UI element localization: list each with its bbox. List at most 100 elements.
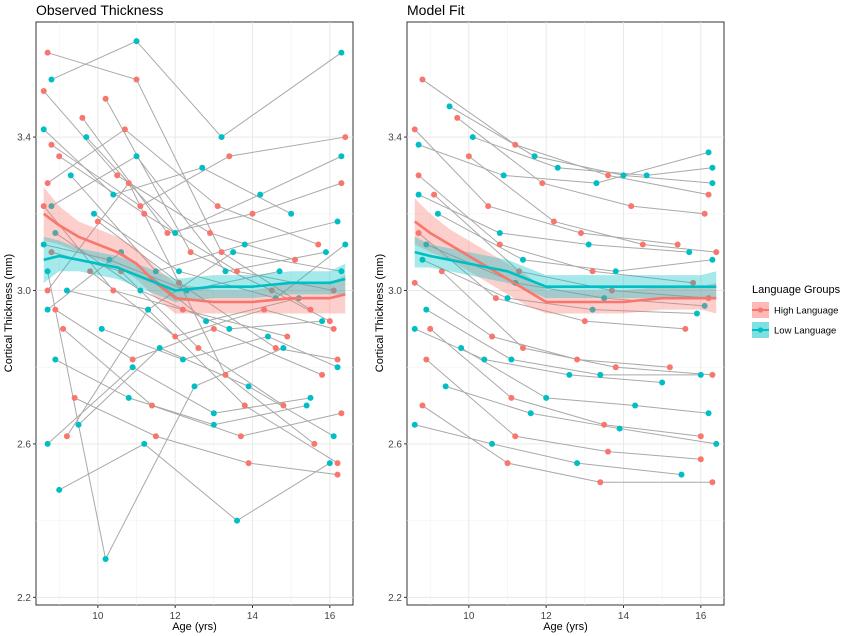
data-point (616, 425, 623, 432)
data-point (415, 191, 422, 198)
subject-trajectory (81, 117, 342, 234)
subject-trajectory (43, 129, 292, 215)
data-point (639, 241, 646, 248)
data-point (241, 402, 248, 409)
subject-trajectory (51, 136, 346, 207)
subject-trajectory (422, 405, 713, 483)
data-point (326, 460, 333, 467)
data-point (218, 249, 225, 256)
data-point (423, 241, 430, 248)
data-point (315, 241, 322, 248)
subject-trajectory (426, 359, 701, 460)
data-point (427, 325, 434, 332)
x-tick-label: 16 (695, 611, 707, 622)
data-point (415, 141, 422, 148)
data-point (334, 471, 341, 478)
data-point (620, 172, 627, 179)
data-point (709, 256, 716, 263)
y-tick-label: 2.2 (388, 593, 402, 604)
subject-trajectory (47, 128, 319, 245)
data-point (245, 383, 252, 390)
subject-trajectory (101, 328, 338, 368)
data-point (214, 203, 221, 210)
data-point (574, 460, 581, 467)
subject-trajectory (433, 194, 709, 299)
subject-trajectory (51, 40, 342, 138)
x-tick-label: 12 (170, 611, 182, 622)
subject-trajectory (414, 328, 663, 384)
data-point (585, 241, 592, 248)
data-point (110, 287, 117, 294)
data-point (701, 210, 708, 217)
data-point (519, 256, 526, 263)
data-point (489, 333, 496, 340)
data-point (106, 256, 113, 263)
subject-trajectory (47, 182, 315, 445)
subject-trajectory (429, 328, 701, 437)
data-point (519, 345, 526, 352)
data-point (512, 141, 519, 148)
data-point (489, 440, 496, 447)
data-point (690, 279, 697, 286)
data-point (597, 371, 604, 378)
data-point (203, 318, 210, 325)
data-point (129, 364, 136, 371)
data-point (176, 268, 183, 275)
data-point (292, 256, 299, 263)
legend-item-low-language: Low Language (752, 322, 836, 338)
data-point (597, 479, 604, 486)
data-point (210, 421, 217, 428)
y-tick-label: 3.4 (388, 133, 402, 144)
data-point (261, 306, 268, 313)
subject-trajectory (414, 282, 670, 368)
data-point (697, 456, 704, 463)
subject-trajectory (414, 129, 678, 245)
data-point (40, 126, 47, 133)
data-point (423, 356, 430, 363)
subject-trajectory (78, 347, 334, 437)
data-point (411, 279, 418, 286)
panel-title: Model Fit (407, 2, 465, 18)
data-point (206, 229, 213, 236)
data-point (141, 440, 148, 447)
data-point (342, 134, 349, 141)
data-point (52, 306, 59, 313)
data-point (322, 249, 329, 256)
subject-trajectory (58, 155, 334, 291)
data-point (179, 356, 186, 363)
data-point (226, 153, 233, 160)
confidence-bands (414, 198, 717, 314)
data-point (90, 210, 97, 217)
data-point (52, 229, 59, 236)
subject-trajectory (426, 309, 701, 376)
data-point (303, 402, 310, 409)
data-point (334, 460, 341, 467)
data-point (527, 410, 534, 417)
data-point (334, 218, 341, 225)
y-tick-label: 2.2 (17, 593, 31, 604)
data-point (334, 364, 341, 371)
data-point (199, 164, 206, 171)
data-point (496, 229, 503, 236)
data-point (176, 279, 183, 286)
subject-trajectory (55, 309, 323, 376)
data-point (434, 210, 441, 217)
subject-trajectory (472, 136, 713, 176)
data-point (643, 172, 650, 179)
legend-title: Language Groups (752, 284, 841, 296)
data-point (438, 268, 445, 275)
data-point (419, 256, 426, 263)
data-point (442, 383, 449, 390)
data-point (531, 153, 538, 160)
data-point (129, 356, 136, 363)
data-point (102, 95, 109, 102)
subject-trajectory (422, 79, 709, 196)
data-point (311, 440, 318, 447)
x-tick-label: 16 (324, 611, 336, 622)
data-point (257, 191, 264, 198)
data-point (330, 325, 337, 332)
data-point (114, 172, 121, 179)
data-point (60, 325, 67, 332)
data-point (338, 268, 345, 275)
data-point (577, 229, 584, 236)
